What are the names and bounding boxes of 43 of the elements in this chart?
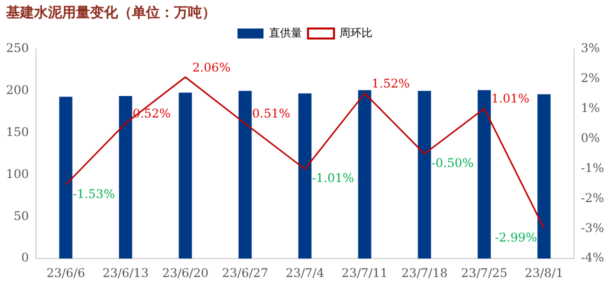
y2-tick-label: -2% xyxy=(580,190,604,205)
legend-label: 直供量 xyxy=(269,26,302,40)
bar xyxy=(59,96,72,259)
y2-tick-label: -3% xyxy=(580,220,604,235)
bar xyxy=(537,94,551,259)
bar xyxy=(178,92,192,259)
bar xyxy=(298,93,312,259)
x-tick-label: 23/7/4 xyxy=(286,266,325,280)
data-label: 2.06% xyxy=(192,60,230,74)
y-tick-label: 200 xyxy=(6,83,29,98)
y-tick-label: 250 xyxy=(6,41,29,56)
bar xyxy=(118,96,132,259)
bar xyxy=(238,90,252,259)
bar xyxy=(418,90,432,259)
x-tick-label: 23/6/13 xyxy=(102,266,149,280)
data-label: -2.99% xyxy=(494,230,538,244)
data-label: -1.53% xyxy=(72,186,115,201)
y-tick-label: 150 xyxy=(6,124,29,139)
y2-tick-label: 0% xyxy=(580,130,600,145)
y2-tick-label: 3% xyxy=(580,41,600,56)
y2-tick-label: 2% xyxy=(580,71,600,86)
data-label: -0.50% xyxy=(431,156,474,170)
y2-tick-label: -1% xyxy=(580,160,604,175)
x-tick-label: 23/7/18 xyxy=(401,266,448,280)
x-tick-label: 23/7/25 xyxy=(461,266,508,280)
x-tick-label: 23/6/20 xyxy=(162,266,208,280)
x-tick-label: 23/6/27 xyxy=(222,266,268,280)
data-label: 1.01% xyxy=(491,92,530,106)
data-label: -1.01% xyxy=(312,171,354,186)
data-label: 0.51% xyxy=(252,106,290,121)
y-tick-label: 50 xyxy=(14,208,29,223)
bar xyxy=(478,90,491,259)
x-tick-label: 23/8/1 xyxy=(524,266,564,280)
y-tick-label: 0 xyxy=(21,250,29,265)
x-tick-label: 23/7/11 xyxy=(342,266,388,280)
bar xyxy=(358,90,372,259)
y2-tick-label: 1% xyxy=(580,101,600,116)
x-tick-label: 23/6/6 xyxy=(46,266,86,280)
y-tick-label: 100 xyxy=(6,166,29,181)
legend-label: 周环比 xyxy=(340,26,372,40)
data-label: 1.52% xyxy=(372,76,410,90)
chart-title: 基建水泥用量变化（单位：万吨） xyxy=(6,4,216,22)
y2-tick-label: -4% xyxy=(580,250,604,265)
